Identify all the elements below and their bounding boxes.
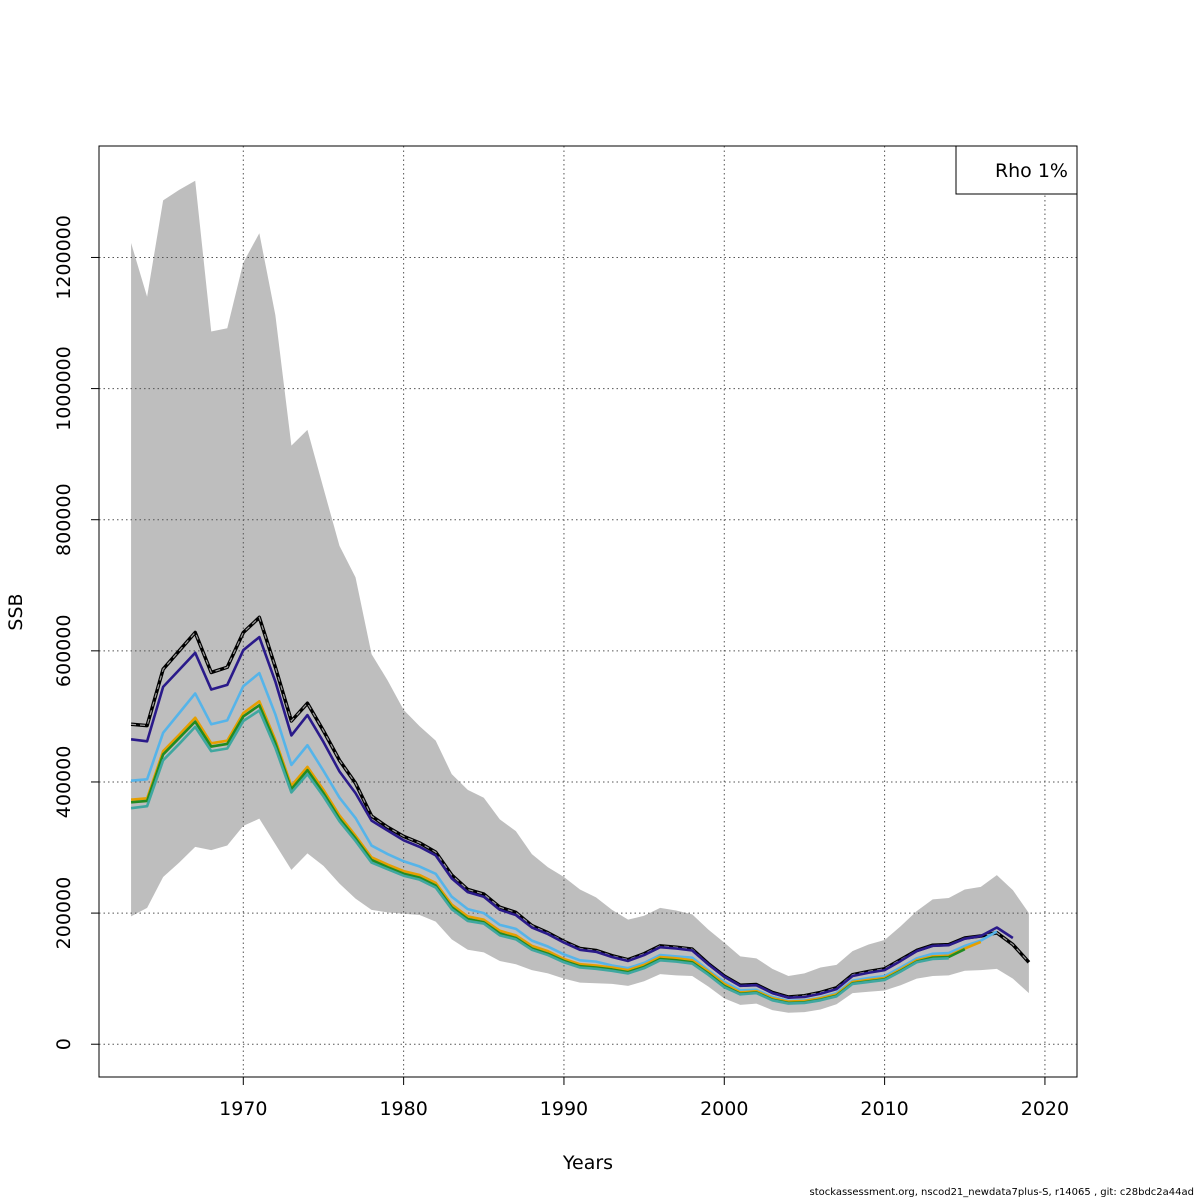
- legend-box-frame: [955, 145, 1078, 195]
- y-tick-label-800000: 800000: [53, 483, 75, 556]
- series-line-5: [130, 709, 949, 1005]
- confidence-band: [131, 180, 1029, 1013]
- x-tick-label-2020: 2020: [1021, 1098, 1069, 1120]
- y-tick-label-1200000: 1200000: [53, 215, 75, 300]
- tick-layer: 1970 1980 1990 2000 2010 2020 0 200000 400000 600…: [53, 215, 1069, 1120]
- y-tick-label-600000: 600000: [53, 615, 75, 688]
- series-line-1: [130, 635, 1014, 999]
- plot-frame: [98, 145, 1078, 1078]
- grid-layer: [99, 146, 1077, 1077]
- y-tick-label-0: 0: [53, 1038, 75, 1050]
- y-tick-label-1000000: 1000000: [53, 346, 75, 431]
- series-line-2: [130, 671, 998, 1003]
- legend-label: Rho 1%: [995, 160, 1068, 182]
- series-layer: [130, 615, 1031, 1005]
- y-tick-label-400000: 400000: [53, 746, 75, 819]
- x-axis-label: Years: [562, 1152, 613, 1174]
- x-tick-label-2000: 2000: [700, 1098, 748, 1120]
- footer-credit: stockassessment.org, nscod21_newdata7plu…: [809, 1187, 1194, 1198]
- x-tick-label-1970: 1970: [219, 1098, 267, 1120]
- y-tick-label-200000: 200000: [53, 877, 75, 950]
- x-tick-label-2010: 2010: [860, 1098, 908, 1120]
- confidence-band-layer: [131, 180, 1029, 1013]
- legend: Rho 1%: [955, 145, 1078, 195]
- x-tick-label-1990: 1990: [540, 1098, 588, 1120]
- y-axis-label: SSB: [5, 593, 27, 630]
- x-tick-label-1980: 1980: [379, 1098, 427, 1120]
